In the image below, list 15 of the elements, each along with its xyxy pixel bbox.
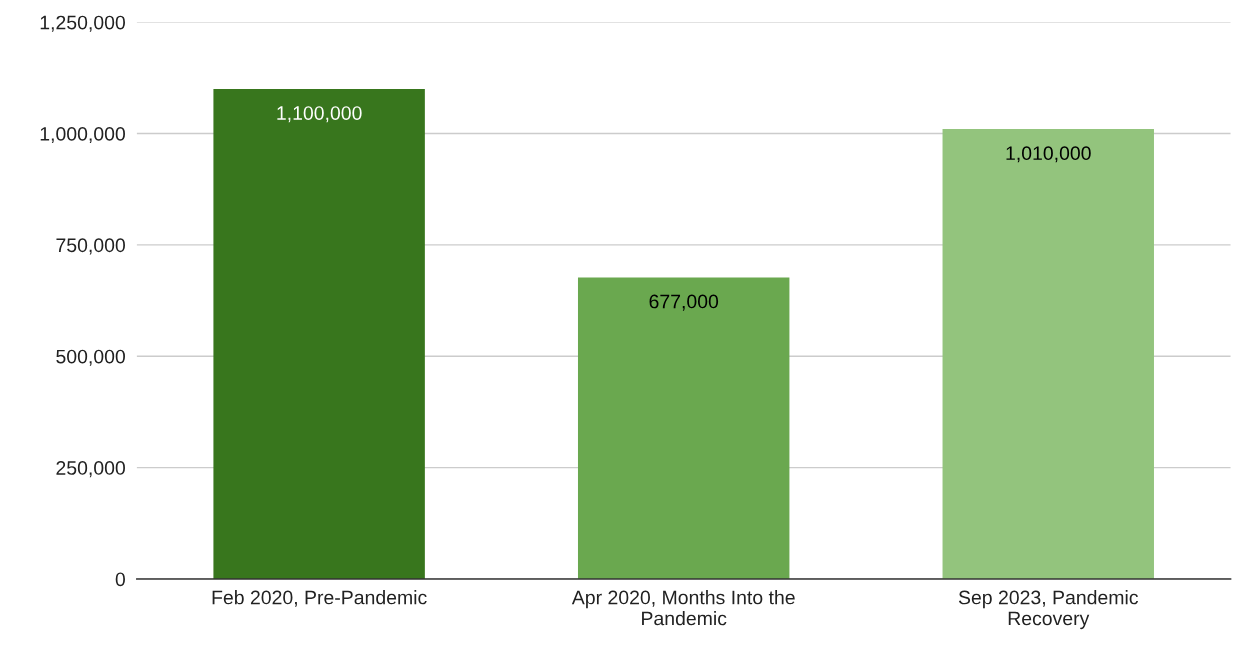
- y-tick-label: 1,000,000: [40, 127, 125, 144]
- bar: [577, 277, 790, 579]
- x-tick-label: Feb 2020, Pre-Pandemic: [212, 590, 427, 607]
- data-label: 1,100,000: [277, 106, 362, 123]
- data-label: 677,000: [649, 294, 719, 311]
- y-tick-label: 750,000: [56, 238, 125, 255]
- x-tick-label: Sep 2023, Pandemic Recovery: [958, 590, 1139, 630]
- y-tick-label: 250,000: [56, 461, 125, 478]
- y-tick-label: 500,000: [56, 349, 125, 366]
- data-label: 1,010,000: [1006, 146, 1091, 163]
- bar: [213, 88, 425, 579]
- x-tick-label: Apr 2020, Months Into the Pandemic: [571, 590, 795, 626]
- bar: [942, 129, 1154, 579]
- y-tick-label: 1,250,000: [40, 15, 125, 32]
- y-tick-label: 0: [115, 572, 125, 587]
